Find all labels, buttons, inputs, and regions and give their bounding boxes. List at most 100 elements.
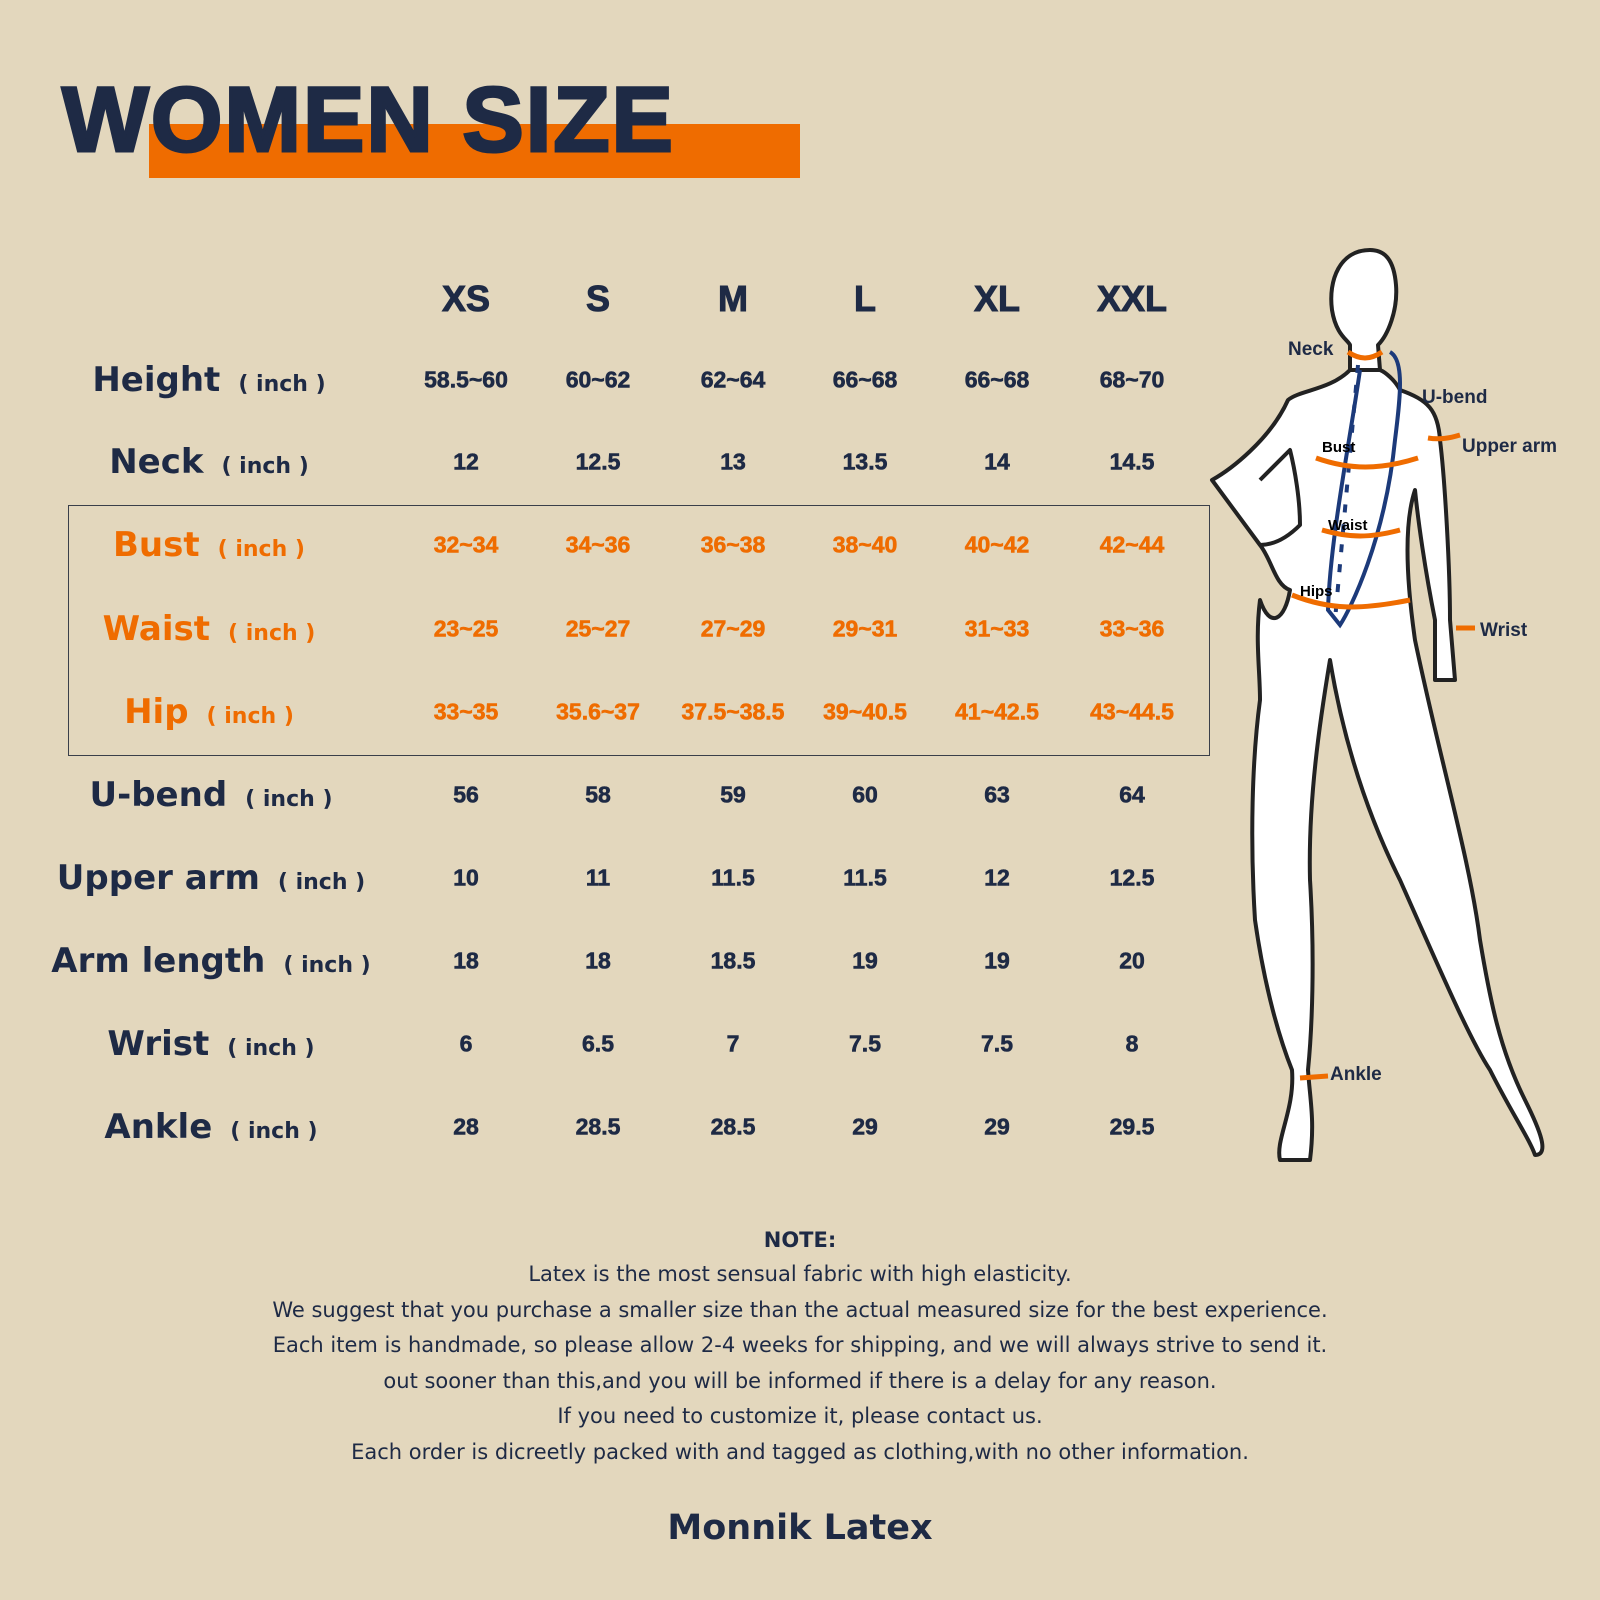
- table-cell: 37.5~38.5: [681, 698, 785, 725]
- row-label: Hip ( inch ): [124, 692, 294, 732]
- table-cell: 62~64: [700, 366, 766, 393]
- row-label-unit: ( inch ): [228, 621, 316, 646]
- figure-label-ubend: U-bend: [1422, 387, 1487, 408]
- row-label: Bust ( inch ): [113, 525, 305, 565]
- head: [1329, 248, 1399, 372]
- table-cell: 33~36: [1099, 615, 1165, 642]
- row-label-unit: ( inch ): [221, 454, 309, 479]
- table-cell: 66~68: [964, 366, 1030, 393]
- table-cell: 11.5: [711, 864, 755, 891]
- row-label-unit: ( inch ): [277, 870, 366, 895]
- row-label: Wrist ( inch ): [107, 1024, 314, 1064]
- waist-band: [1321, 527, 1401, 539]
- table-cell: 11: [585, 864, 611, 891]
- row-label: Height ( inch ): [92, 360, 325, 400]
- table-cell: 60~62: [565, 366, 631, 393]
- row-label-name: U-bend: [89, 775, 228, 815]
- row-label-unit: ( inch ): [245, 787, 333, 812]
- row-label-name: Wrist: [107, 1024, 210, 1064]
- table-cell: 13.5: [842, 448, 888, 475]
- row-label-name: Bust: [113, 525, 200, 565]
- figure-label-waist: Waist: [1328, 517, 1367, 534]
- table-cell: 6.5: [582, 1030, 615, 1057]
- table-cell: 14: [984, 448, 1010, 475]
- row-label-name: Ankle: [104, 1107, 213, 1147]
- note-line: Each order is dicreetly packed with and …: [351, 1439, 1249, 1464]
- note-line: Each item is handmade, so please allow 2…: [272, 1333, 1328, 1357]
- table-cell: 35.6~37: [556, 698, 640, 725]
- table-cell: 11.5: [843, 864, 887, 891]
- size-header-xs: XS: [441, 278, 491, 320]
- table-cell: 28.5: [575, 1113, 621, 1140]
- table-cell: 36~38: [700, 531, 766, 558]
- table-cell: 13: [720, 448, 746, 475]
- figure-label-bust: Bust: [1322, 439, 1355, 456]
- figure-label-wrist: Wrist: [1480, 620, 1528, 641]
- table-cell: 12: [453, 448, 479, 475]
- row-label-unit: ( inch ): [238, 372, 326, 397]
- table-cell: 29: [984, 1113, 1010, 1140]
- table-cell: 7.5: [849, 1030, 882, 1057]
- table-cell: 32~34: [433, 531, 499, 558]
- size-header-s: S: [585, 278, 611, 320]
- title-underline-bar: [149, 124, 800, 178]
- table-cell: 14.5: [1109, 448, 1155, 475]
- table-cell: 6: [459, 1030, 473, 1057]
- table-cell: 59: [720, 781, 746, 808]
- upper-arm-band: [1427, 432, 1461, 442]
- table-cell: 29.5: [1109, 1113, 1155, 1140]
- table-cell: 10: [453, 864, 479, 891]
- row-label-name: Waist: [102, 609, 211, 649]
- table-cell: 56: [453, 781, 479, 808]
- row-label-name: Hip: [124, 692, 189, 732]
- row-label-name: Neck: [109, 442, 204, 482]
- row-label: Arm length ( inch ): [51, 941, 370, 981]
- row-label-unit: ( inch ): [227, 1036, 315, 1061]
- row-label: U-bend ( inch ): [89, 775, 332, 815]
- table-cell: 40~42: [964, 531, 1030, 558]
- note-line: If you need to customize it, please cont…: [557, 1404, 1043, 1428]
- row-label-unit: ( inch ): [206, 704, 294, 729]
- body-outline: [1210, 368, 1545, 1162]
- table-cell: 58.5~60: [424, 366, 508, 393]
- size-header-xxl: XXL: [1096, 278, 1168, 320]
- row-label-name: Arm length: [51, 941, 266, 981]
- note-line: out sooner than this,and you will be inf…: [383, 1368, 1217, 1393]
- row-label-unit: ( inch ): [230, 1119, 318, 1144]
- highlight-box: [68, 505, 1210, 756]
- size-header-l: L: [854, 278, 877, 320]
- table-cell: 18.5: [710, 947, 756, 974]
- row-label-name: Upper arm: [56, 858, 260, 898]
- neck-band: [1346, 349, 1384, 361]
- hips-band: [1291, 592, 1411, 610]
- row-label: Waist ( inch ): [103, 609, 316, 649]
- table-cell: 12.5: [575, 448, 621, 475]
- table-cell: 29~31: [832, 615, 898, 642]
- table-cell: 27~29: [700, 615, 766, 642]
- table-cell: 58: [585, 781, 611, 808]
- table-cell: 19: [984, 947, 1010, 974]
- table-cell: 25~27: [565, 615, 631, 642]
- table-cell: 39~40.5: [823, 698, 907, 725]
- table-cell: 68~70: [1099, 366, 1165, 393]
- table-cell: 19: [852, 947, 878, 974]
- table-cell: 7.5: [981, 1030, 1014, 1057]
- page-title: WOMEN SIZE: [61, 68, 675, 172]
- table-cell: 23~25: [433, 615, 499, 642]
- table-cell: 7: [726, 1030, 740, 1057]
- table-cell: 43~44.5: [1090, 698, 1174, 725]
- size-header-m: M: [718, 278, 749, 320]
- mannequin-figure: Neck U-bend Upper arm Bust Waist Hips Wr…: [1210, 248, 1557, 1162]
- size-header-xl: XL: [973, 278, 1021, 320]
- figure-label-neck: Neck: [1288, 339, 1334, 360]
- figure-label-ankle: Ankle: [1330, 1064, 1382, 1085]
- row-label-unit: ( inch ): [283, 953, 371, 978]
- row-label-unit: ( inch ): [217, 537, 305, 562]
- bust-band: [1315, 455, 1419, 470]
- table-cell: 38~40: [832, 531, 898, 558]
- table-cell: 20: [1119, 947, 1145, 974]
- note-line: We suggest that you purchase a smaller s…: [272, 1297, 1328, 1322]
- note-line: Latex is the most sensual fabric with hi…: [528, 1262, 1072, 1286]
- brand-name: Monnik Latex: [667, 1508, 933, 1548]
- table-cell: 66~68: [832, 366, 898, 393]
